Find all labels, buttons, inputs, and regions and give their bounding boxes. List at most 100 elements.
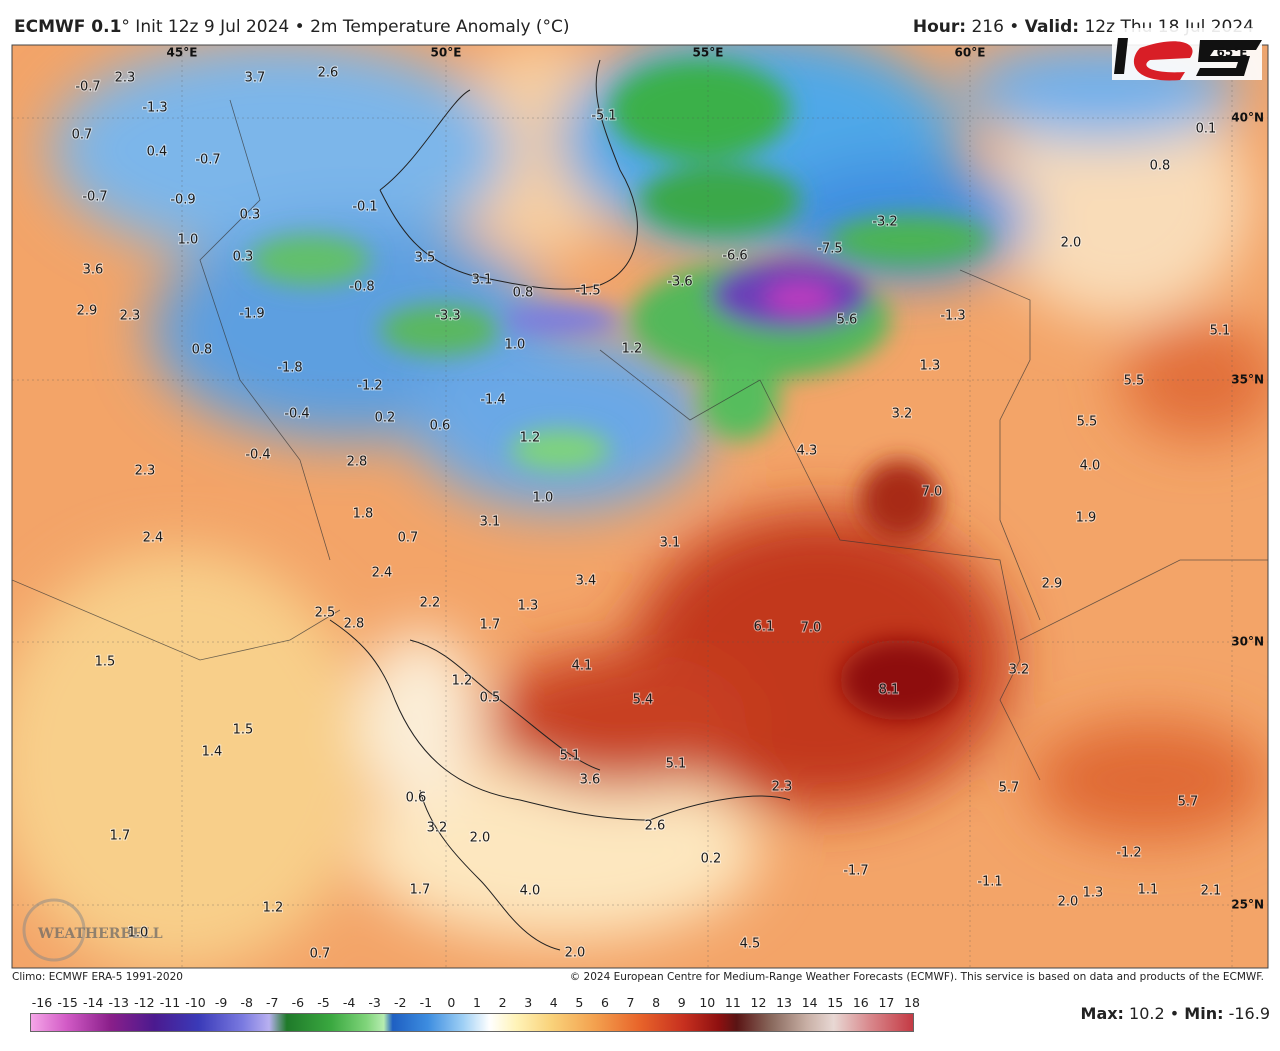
colorbar-tick-label: -7 bbox=[266, 995, 279, 1010]
anomaly-label: 0.7 bbox=[398, 531, 419, 546]
colorbar-tick-label: -16 bbox=[31, 995, 53, 1010]
anomaly-label: -1.5 bbox=[575, 284, 600, 299]
anomaly-label: 2.4 bbox=[143, 531, 164, 546]
longitude-label: 65°E bbox=[1217, 46, 1248, 60]
anomaly-label: 1.0 bbox=[505, 338, 526, 353]
anomaly-label: 5.5 bbox=[1077, 415, 1098, 430]
anomaly-label: 5.7 bbox=[999, 781, 1020, 796]
anomaly-label: 1.7 bbox=[110, 829, 131, 844]
anomaly-label: 8.1 bbox=[879, 683, 900, 698]
colorbar-tick-label: -5 bbox=[317, 995, 330, 1010]
min: -16.9 bbox=[1228, 1004, 1270, 1023]
anomaly-label: 2.3 bbox=[115, 71, 136, 86]
colorbar-tick-label: 4 bbox=[549, 995, 558, 1010]
anomaly-label: 1.5 bbox=[233, 723, 254, 738]
anomaly-label: -1.2 bbox=[357, 379, 382, 394]
colorbar-tick-label: 12 bbox=[750, 995, 767, 1010]
anomaly-label: -1.8 bbox=[277, 361, 302, 376]
anomaly-label: 3.5 bbox=[415, 251, 436, 266]
anomaly-label: 1.4 bbox=[202, 745, 223, 760]
anomaly-label: 5.1 bbox=[666, 757, 687, 772]
colorbar-tick-label: -12 bbox=[134, 995, 155, 1010]
anomaly-label: 2.0 bbox=[1061, 236, 1082, 251]
anomaly-label: 3.1 bbox=[660, 536, 681, 551]
anomaly-label: 2.6 bbox=[645, 819, 666, 834]
anomaly-label: -0.7 bbox=[82, 190, 107, 205]
anomaly-label: -7.5 bbox=[817, 242, 842, 257]
anomaly-label: 1.2 bbox=[263, 901, 284, 916]
colorbar-tick-label: 0 bbox=[447, 995, 456, 1010]
colorbar-tick-label: 14 bbox=[801, 995, 818, 1010]
anomaly-label: 1.7 bbox=[410, 883, 431, 898]
anomaly-label: 0.1 bbox=[1196, 122, 1217, 137]
anomaly-label: 1.2 bbox=[520, 431, 541, 446]
colorbar-tick-label: 17 bbox=[878, 995, 895, 1010]
model: ECMWF 0.1 bbox=[14, 17, 122, 37]
anomaly-label: 2.2 bbox=[420, 596, 441, 611]
colorbar-tick-label: -11 bbox=[159, 995, 181, 1010]
anomaly-label: 2.4 bbox=[372, 566, 393, 581]
anomaly-label: 2.8 bbox=[347, 455, 368, 470]
anomaly-label: -1.3 bbox=[142, 101, 167, 116]
anomaly-label: 6.1 bbox=[754, 620, 775, 635]
anomaly-label: 0.2 bbox=[375, 411, 396, 426]
anomaly-label: 4.5 bbox=[740, 937, 761, 952]
anomaly-label: -1.2 bbox=[1116, 846, 1141, 861]
anomaly-label: 0.8 bbox=[192, 343, 213, 358]
anomaly-label: 0.5 bbox=[480, 691, 501, 706]
colorbar-tick-label: 6 bbox=[600, 995, 609, 1010]
watermark-globe bbox=[22, 898, 86, 962]
longitude-label: 50°E bbox=[431, 46, 462, 60]
anomaly-label: -1.4 bbox=[480, 393, 505, 408]
anomaly-label: 0.8 bbox=[513, 286, 534, 301]
copyright: © 2024 European Centre for Medium-Range … bbox=[569, 971, 1264, 983]
anomaly-label: 1.2 bbox=[452, 674, 473, 689]
watermark: WEATHERBELL bbox=[37, 926, 163, 942]
latitude-label: 25°N bbox=[1231, 898, 1264, 912]
anomaly-label: 1.1 bbox=[1138, 883, 1159, 898]
anomaly-label: 0.4 bbox=[147, 145, 168, 160]
colorbar-tick-label: -10 bbox=[185, 995, 206, 1010]
anomaly-label: 4.0 bbox=[520, 884, 541, 899]
anomaly-label: 2.9 bbox=[77, 304, 98, 319]
colorbar-tick-label: 16 bbox=[852, 995, 869, 1010]
anomaly-label: 2.5 bbox=[315, 606, 336, 621]
valid-label: Valid: bbox=[1024, 17, 1080, 37]
anomaly-label: 1.0 bbox=[178, 233, 199, 248]
anomaly-label: 3.2 bbox=[1009, 663, 1030, 678]
anomaly-label: 3.2 bbox=[892, 407, 913, 422]
anomaly-label: 3.6 bbox=[83, 263, 104, 278]
anomaly-label: -3.3 bbox=[435, 309, 460, 324]
anomaly-label: 2.0 bbox=[470, 831, 491, 846]
anomaly-label: 0.6 bbox=[430, 419, 451, 434]
colorbar-tick-label: -14 bbox=[82, 995, 104, 1010]
anomaly-label: -1.3 bbox=[940, 309, 965, 324]
anomaly-label: 0.3 bbox=[233, 250, 254, 265]
anomaly-label: 5.4 bbox=[633, 693, 654, 708]
climo: Climo: ECMWF ERA-5 1991-2020 bbox=[12, 971, 183, 983]
anomaly-label: 5.1 bbox=[1210, 324, 1231, 339]
anomaly-label: 3.1 bbox=[472, 273, 493, 288]
title: ° Init 12z 9 Jul 2024 • 2m Temperature A… bbox=[121, 17, 570, 37]
anomaly-label: 2.1 bbox=[1201, 884, 1222, 899]
anomaly-label: 0.6 bbox=[406, 791, 427, 806]
anomaly-label: -0.8 bbox=[349, 280, 374, 295]
colorbar-tick-label: 7 bbox=[626, 995, 635, 1010]
hour: 216 • bbox=[971, 17, 1020, 37]
anomaly-label: -0.4 bbox=[284, 407, 309, 422]
hour-label: Hour: bbox=[912, 17, 967, 37]
logo bbox=[1112, 28, 1262, 81]
max-label: Max: bbox=[1080, 1004, 1124, 1023]
anomaly-label: 5.7 bbox=[1178, 795, 1199, 810]
anomaly-label: 7.0 bbox=[801, 621, 822, 636]
max-min: Max: 10.2 • Min: -16.9 bbox=[1081, 1004, 1270, 1023]
anomaly-label: -3.6 bbox=[667, 275, 692, 290]
anomaly-label: 1.0 bbox=[128, 926, 149, 941]
colorbar-tick-label: 8 bbox=[652, 995, 661, 1010]
header-left: ECMWF 0.1° Init 12z 9 Jul 2024 • 2m Temp… bbox=[14, 17, 570, 37]
graticule bbox=[12, 45, 1268, 968]
colorbar-tick-label: -6 bbox=[291, 995, 305, 1010]
anomaly-label: 1.3 bbox=[920, 359, 941, 374]
anomaly-label: 7.0 bbox=[922, 485, 943, 500]
